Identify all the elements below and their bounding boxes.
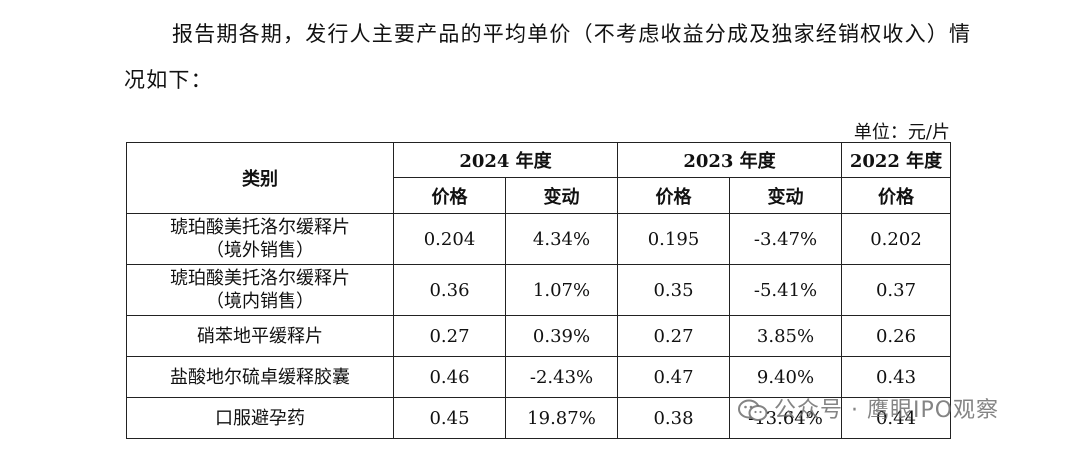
price-2023-cell: 0.35 [617, 264, 730, 316]
price-2022-cell: 0.202 [841, 213, 951, 265]
price-2023-cell: 0.38 [617, 397, 730, 439]
change-2024-cell: 1.07% [505, 264, 618, 316]
change-2024-cell: 0.39% [505, 315, 618, 357]
price-2023-cell: 0.195 [617, 213, 730, 265]
watermark: 公众号 · 鹰眼IPO观察 [738, 392, 999, 424]
year-header-2024: 2024 年度 [393, 142, 618, 178]
price-2024-cell: 0.45 [393, 397, 506, 439]
product-name-line: 琥珀酸美托洛尔缓释片 [170, 268, 350, 289]
price-header-2022: 价格 [841, 177, 951, 214]
header-row-years: 类别 2024 年度 2023 年度 2022 年度 [126, 142, 951, 214]
price-2024-cell: 0.46 [393, 356, 506, 398]
product-name-cell: 盐酸地尔硫卓缓释胶囊 [126, 356, 394, 398]
price-2022-cell: 0.43 [841, 356, 951, 398]
wechat-official-account-icon [738, 398, 768, 424]
change-header-2024: 变动 [505, 177, 618, 214]
change-2023-cell: 3.85% [729, 315, 842, 357]
price-2022-cell: 0.44 [841, 397, 951, 439]
year-header-2023: 2023 年度 [617, 142, 842, 178]
table-row: 盐酸地尔硫卓缓释胶囊 0.46 -2.43% 0.47 9.40% 0.43 [126, 356, 951, 398]
price-table: 类别 2024 年度 2023 年度 2022 年度 价格 变动 价格 变动 价… [126, 142, 951, 439]
price-2023-cell: 0.27 [617, 315, 730, 357]
product-name-cell: 琥珀酸美托洛尔缓释片 （境外销售） [126, 213, 394, 265]
unit-label: 单位：元/片 [853, 122, 950, 143]
table-row: 硝苯地平缓释片 0.27 0.39% 0.27 3.85% 0.26 [126, 315, 951, 357]
table-row: 琥珀酸美托洛尔缓释片 （境内销售） 0.36 1.07% 0.35 -5.41%… [126, 264, 951, 316]
change-2023-cell: -5.41% [729, 264, 842, 316]
watermark-text: 公众号 · 鹰眼IPO观察 [774, 398, 1000, 423]
price-2024-cell: 0.204 [393, 213, 506, 265]
header-row-metrics: 价格 变动 价格 变动 价格 [127, 177, 951, 214]
change-2024-cell: -2.43% [505, 356, 618, 398]
table-row: 琥珀酸美托洛尔缓释片 （境外销售） 0.204 4.34% 0.195 -3.4… [126, 213, 951, 265]
year-header-2022: 2022 年度 [841, 142, 951, 178]
price-2023-cell: 0.47 [617, 356, 730, 398]
intro-paragraph-line2: 况如下： [124, 68, 213, 92]
change-2023-cell: -3.47% [729, 213, 842, 265]
price-2022-cell: 0.26 [841, 315, 951, 357]
product-name-line: （境外销售） [206, 240, 314, 261]
price-2022-cell: 0.37 [841, 264, 951, 316]
product-name-cell: 琥珀酸美托洛尔缓释片 （境内销售） [126, 264, 394, 316]
product-name-cell: 硝苯地平缓释片 [126, 315, 394, 357]
table-row: 口服避孕药 0.45 19.87% 0.38 -13.64% 0.44 [126, 397, 951, 439]
product-name-line: 琥珀酸美托洛尔缓释片 [170, 217, 350, 238]
change-header-2023: 变动 [729, 177, 842, 214]
change-2024-cell: 4.34% [505, 213, 618, 265]
price-2024-cell: 0.36 [393, 264, 506, 316]
price-2024-cell: 0.27 [393, 315, 506, 357]
product-name-cell: 口服避孕药 [126, 397, 394, 439]
product-name-line: （境内销售） [206, 291, 314, 312]
price-header-2024: 价格 [393, 177, 506, 214]
intro-paragraph-line1: 报告期各期，发行人主要产品的平均单价（不考虑收益分成及独家经销权收入）情 [172, 22, 972, 46]
price-header-2023: 价格 [617, 177, 730, 214]
category-header: 类别 [126, 142, 394, 214]
change-2024-cell: 19.87% [505, 397, 618, 439]
